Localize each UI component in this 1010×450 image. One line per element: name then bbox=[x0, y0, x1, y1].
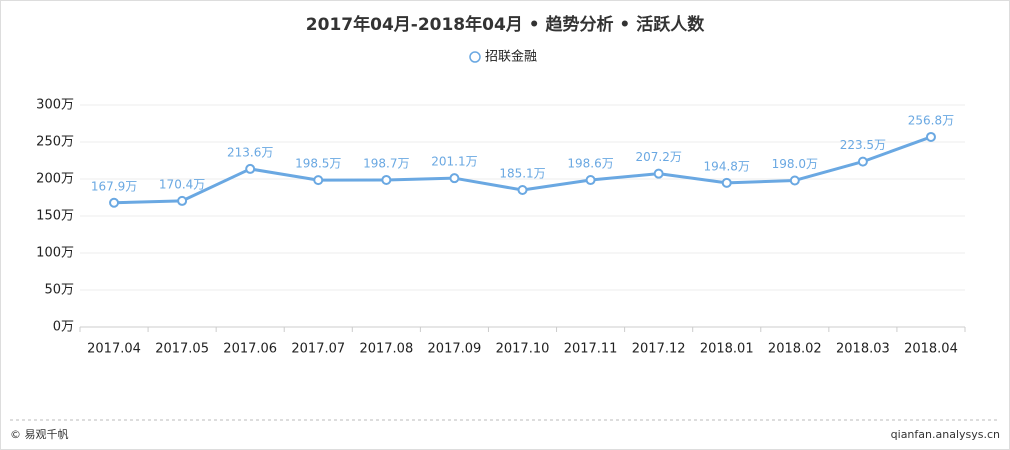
y-tick-label: 100万 bbox=[36, 246, 74, 261]
footer-website: qianfan.analysys.cn bbox=[891, 428, 1000, 441]
point bbox=[245, 163, 256, 174]
x-tick-label: 2018.01 bbox=[700, 342, 754, 357]
value-label: 207.2万 bbox=[635, 150, 681, 164]
chart-title: 2017年04月-2018年04月 • 趋势分析 • 活跃人数 bbox=[306, 14, 705, 35]
x-tick-label: 2017.12 bbox=[632, 342, 686, 357]
value-label: 198.0万 bbox=[772, 157, 818, 171]
y-tick-label: 150万 bbox=[36, 209, 74, 224]
point bbox=[313, 175, 324, 186]
point bbox=[857, 156, 868, 167]
footer-source: © 易观千帆 bbox=[10, 427, 69, 441]
value-label: 256.8万 bbox=[908, 113, 954, 127]
x-tick-label: 2018.04 bbox=[904, 342, 958, 357]
point bbox=[789, 175, 800, 186]
point bbox=[653, 168, 664, 179]
value-label: 198.7万 bbox=[363, 156, 409, 170]
x-tick-label: 2018.02 bbox=[768, 342, 822, 357]
x-tick-label: 2017.09 bbox=[428, 342, 482, 357]
x-tick-label: 2017.10 bbox=[496, 342, 550, 357]
value-label: 198.5万 bbox=[295, 157, 341, 171]
point bbox=[109, 197, 120, 208]
y-tick-label: 300万 bbox=[36, 98, 74, 113]
x-tick-label: 2017.11 bbox=[564, 342, 618, 357]
value-label: 201.1万 bbox=[431, 155, 477, 169]
value-label: 213.6万 bbox=[227, 145, 273, 159]
y-tick-label: 50万 bbox=[44, 283, 74, 298]
x-tick-label: 2017.06 bbox=[223, 342, 277, 357]
point bbox=[517, 185, 528, 196]
x-tick-label: 2017.08 bbox=[359, 342, 413, 357]
legend-label: 招联金融 bbox=[485, 49, 537, 65]
point bbox=[721, 177, 732, 188]
x-tick-label: 2017.04 bbox=[87, 342, 141, 357]
value-label: 198.6万 bbox=[567, 157, 613, 171]
y-tick-label: 200万 bbox=[36, 172, 74, 187]
value-label: 223.5万 bbox=[840, 138, 886, 152]
point bbox=[925, 131, 936, 142]
x-tick-label: 2017.07 bbox=[291, 342, 345, 357]
value-label: 185.1万 bbox=[499, 167, 545, 181]
value-label: 167.9万 bbox=[91, 179, 137, 193]
point bbox=[585, 175, 596, 186]
y-tick-label: 0万 bbox=[53, 320, 74, 335]
point bbox=[177, 195, 188, 206]
value-label: 170.4万 bbox=[159, 177, 205, 191]
point bbox=[449, 173, 460, 184]
legend-marker bbox=[469, 51, 481, 63]
x-tick-label: 2017.05 bbox=[155, 342, 209, 357]
x-tick-label: 2018.03 bbox=[836, 342, 890, 357]
point bbox=[381, 174, 392, 185]
value-label: 194.8万 bbox=[704, 159, 750, 173]
y-tick-label: 250万 bbox=[36, 135, 74, 150]
